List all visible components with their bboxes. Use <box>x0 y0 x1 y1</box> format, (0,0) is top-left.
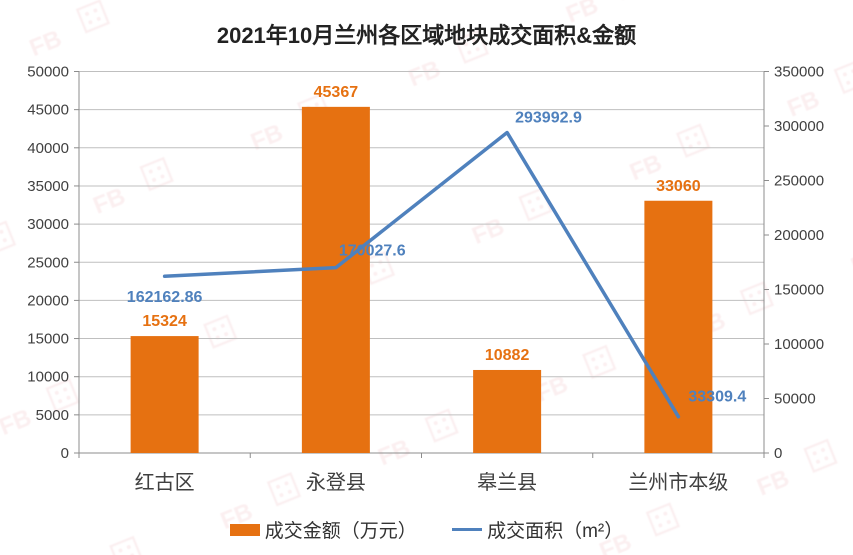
svg-text:20000: 20000 <box>27 292 69 309</box>
svg-text:45367: 45367 <box>314 84 359 101</box>
svg-text:15324: 15324 <box>142 313 187 330</box>
svg-text:兰州市本级: 兰州市本级 <box>628 471 728 494</box>
svg-text:10882: 10882 <box>485 347 530 364</box>
svg-text:33309.4: 33309.4 <box>688 389 746 406</box>
svg-text:0: 0 <box>61 445 69 462</box>
svg-text:5000: 5000 <box>36 407 69 424</box>
svg-text:250000: 250000 <box>774 173 824 190</box>
svg-text:300000: 300000 <box>774 118 824 135</box>
svg-text:25000: 25000 <box>27 254 69 271</box>
svg-text:永登县: 永登县 <box>306 471 366 494</box>
svg-text:45000: 45000 <box>27 102 69 119</box>
svg-text:35000: 35000 <box>27 178 69 195</box>
svg-text:0: 0 <box>774 445 782 462</box>
svg-text:40000: 40000 <box>27 140 69 157</box>
svg-text:10000: 10000 <box>27 369 69 386</box>
svg-text:红古区: 红古区 <box>135 471 195 494</box>
svg-text:33060: 33060 <box>656 178 701 195</box>
svg-text:162162.86: 162162.86 <box>127 289 203 306</box>
svg-text:15000: 15000 <box>27 331 69 348</box>
svg-text:50000: 50000 <box>774 391 816 408</box>
svg-text:200000: 200000 <box>774 227 824 244</box>
svg-text:皋兰县: 皋兰县 <box>477 471 537 494</box>
svg-text:350000: 350000 <box>774 64 824 81</box>
svg-text:100000: 100000 <box>774 336 824 353</box>
svg-text:170027.6: 170027.6 <box>339 243 406 260</box>
svg-text:150000: 150000 <box>774 282 824 299</box>
svg-text:293992.9: 293992.9 <box>515 110 582 127</box>
svg-text:50000: 50000 <box>27 64 69 81</box>
svg-text:30000: 30000 <box>27 216 69 233</box>
